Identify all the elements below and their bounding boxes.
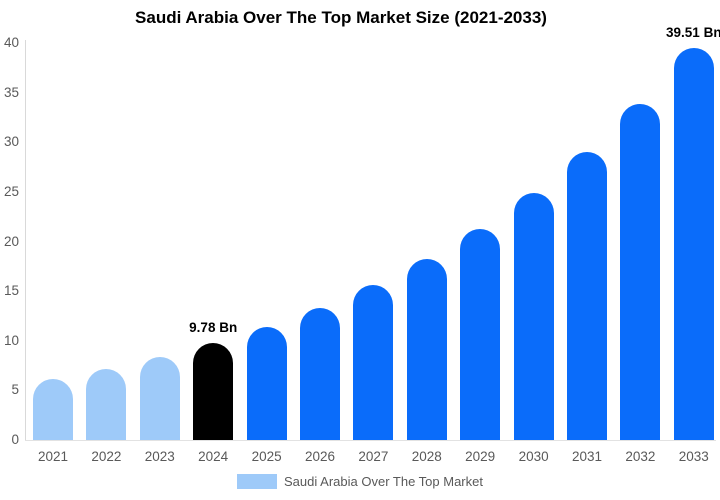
x-tick-label-2024: 2024 <box>198 449 229 464</box>
x-tick-label-2028: 2028 <box>411 449 442 464</box>
x-tick-label-2032: 2032 <box>625 449 656 464</box>
bar-2025 <box>246 326 287 440</box>
x-tick-label-2030: 2030 <box>518 449 549 464</box>
y-tick-label-35: 35 <box>3 84 19 100</box>
bar-2031 <box>567 152 607 440</box>
bar-2029 <box>460 228 501 440</box>
y-axis-line <box>25 40 26 440</box>
y-tick-label-15: 15 <box>3 283 19 299</box>
data-label-2024: 9.78 Bn <box>189 319 238 335</box>
bar-2026 <box>300 307 340 440</box>
y-tick-label-0: 0 <box>11 432 19 447</box>
bar-2023 <box>139 356 180 440</box>
y-tick-label-40: 40 <box>3 35 19 50</box>
y-tick-label-10: 10 <box>3 332 19 348</box>
y-tick-label-5: 5 <box>11 382 19 398</box>
y-tick-label-20: 20 <box>3 233 19 249</box>
x-tick-label-2023: 2023 <box>144 449 175 464</box>
x-tick-label-2029: 2029 <box>465 449 496 464</box>
legend-label: Saudi Arabia Over The Top Market <box>284 474 483 489</box>
x-tick-label-2033: 2033 <box>678 449 709 464</box>
chart-title: Saudi Arabia Over The Top Market Size (2… <box>135 8 547 27</box>
bar-2032 <box>620 103 661 440</box>
y-tick-label-25: 25 <box>3 183 19 199</box>
legend: Saudi Arabia Over The Top Market <box>0 474 720 489</box>
x-tick-label-2025: 2025 <box>251 449 282 464</box>
bar-2024 <box>193 342 234 440</box>
x-tick-label-2031: 2031 <box>571 449 603 464</box>
data-label-2033: 39.51 Bn <box>666 24 720 40</box>
x-tick-label-2022: 2022 <box>91 449 122 464</box>
bar-2027 <box>353 285 394 440</box>
x-axis-line <box>25 440 716 441</box>
x-tick-label-2027: 2027 <box>358 449 389 464</box>
y-tick-label-30: 30 <box>3 134 19 150</box>
legend-swatch <box>237 474 278 489</box>
bar-2022 <box>86 368 127 440</box>
bar-2021 <box>33 379 73 440</box>
bar-2028 <box>406 259 447 440</box>
bar-2030 <box>513 192 554 440</box>
x-tick-label-2026: 2026 <box>304 449 336 464</box>
x-tick-label-2021: 2021 <box>37 449 69 464</box>
bar-2033 <box>673 47 714 440</box>
